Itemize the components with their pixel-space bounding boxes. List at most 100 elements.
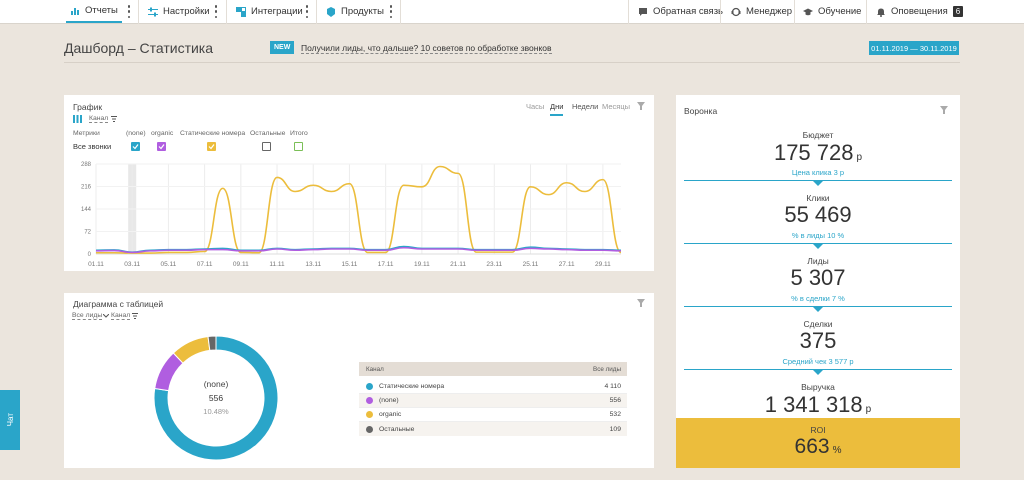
donut-chart — [153, 335, 279, 461]
settings-sliders-icon — [148, 7, 158, 16]
x-tick-label: 01.11 — [88, 261, 104, 268]
nav-reports-label: Отчеты — [85, 5, 118, 16]
filter-icon[interactable] — [637, 299, 645, 307]
deals-value: 375 — [799, 328, 837, 353]
settings-more-icon[interactable] — [214, 5, 218, 18]
x-tick-label: 11.11 — [269, 261, 285, 268]
leads-filter[interactable]: Все лиды — [72, 312, 103, 320]
chevron-down-icon[interactable] — [103, 314, 109, 318]
revenue-value: 1 341 318 р — [676, 392, 960, 418]
nav-divider — [316, 0, 317, 24]
legend-dot — [366, 411, 373, 418]
period-weeks[interactable]: Недели — [572, 102, 599, 111]
series-line — [96, 165, 622, 254]
filter-icon[interactable] — [637, 102, 645, 110]
x-tick-label: 15.11 — [342, 261, 358, 268]
nav-settings[interactable]: Настройки — [148, 0, 210, 23]
checkbox-organic[interactable] — [157, 142, 166, 151]
checkbox-total[interactable] — [294, 142, 303, 151]
nav-feedback[interactable]: Обратная связь — [638, 0, 723, 23]
table-row[interactable]: Статические номера 4 110 — [359, 380, 627, 394]
reports-more-icon[interactable] — [127, 5, 131, 18]
x-tick-label: 19.11 — [414, 261, 430, 268]
feedback-chat-icon — [639, 7, 647, 16]
nav-reports[interactable]: Отчеты — [66, 0, 122, 23]
clicks-conversion: % в лиды 10 % — [791, 231, 845, 240]
funnel-card: Воронка Бюджет 175 728 р Цена клика 3 р К… — [676, 95, 960, 468]
nav-feedback-label: Обратная связь — [653, 6, 723, 17]
graph-title: График — [73, 102, 103, 112]
deals-label: Сделки — [803, 319, 833, 329]
donut-slice[interactable] — [207, 335, 217, 351]
funnel-arrow-icon — [813, 307, 823, 312]
x-tick-label: 03.11 — [124, 261, 140, 268]
reports-icon — [71, 7, 79, 15]
donut-slice[interactable] — [153, 335, 279, 461]
x-tick-label: 13.11 — [305, 261, 321, 268]
roi-amount: 663 — [794, 435, 830, 458]
funnel-arrow-icon — [813, 370, 823, 375]
x-tick-label: 29.11 — [595, 261, 611, 268]
leads-label: Лиды — [807, 256, 829, 266]
donut-slice[interactable] — [172, 335, 211, 364]
period-days[interactable]: Дни — [550, 102, 564, 116]
roi-label: ROI — [810, 425, 826, 435]
news-link[interactable]: Получили лиды, что дальше? 10 советов по… — [301, 43, 552, 54]
row-channel: Статические номера — [379, 383, 445, 390]
period-hours[interactable]: Часы — [526, 102, 545, 111]
date-range-picker[interactable]: 01.11.2019 — 30.11.2019 — [869, 41, 959, 55]
funnel-arrow-icon — [813, 181, 823, 186]
row-value: 556 — [609, 397, 621, 404]
chat-tab[interactable]: Чат — [0, 390, 20, 450]
table-row[interactable]: (none) 556 — [359, 394, 627, 408]
series-label-organic: organic — [151, 130, 174, 137]
row-value: 109 — [609, 425, 621, 433]
filter-icon[interactable] — [940, 106, 948, 114]
y-tick-label: 0 — [88, 252, 92, 258]
nav-learning-label: Обучение — [818, 6, 862, 17]
table-header-channel: Канал — [366, 366, 384, 373]
nav-products[interactable]: Продукты — [326, 0, 384, 23]
period-months[interactable]: Месяцы — [602, 102, 631, 111]
nav-learning[interactable]: Обучение — [803, 0, 861, 23]
checkbox-static[interactable] — [207, 142, 216, 151]
graph-group-by[interactable]: Канал — [89, 115, 109, 123]
series-label-total: Итого — [290, 130, 308, 137]
series-label-other: Остальные — [250, 130, 286, 137]
checkbox-none[interactable] — [131, 142, 140, 151]
nav-integrations-label: Интеграции — [251, 6, 303, 17]
row-channel: (none) — [379, 397, 399, 404]
check-icon — [132, 144, 139, 150]
sort-icon[interactable] — [132, 313, 138, 319]
x-tick-label: 05.11 — [161, 261, 177, 268]
funnel-divider — [684, 243, 952, 244]
checkbox-other[interactable] — [262, 142, 271, 151]
columns-icon[interactable] — [73, 115, 82, 123]
y-tick-label: 288 — [81, 162, 92, 168]
row-value: 4 110 — [604, 383, 621, 390]
table-row[interactable]: organic 532 — [359, 408, 627, 422]
products-more-icon[interactable] — [389, 5, 393, 18]
sort-icon[interactable] — [111, 116, 117, 122]
nav-manager-label: Менеджер — [746, 6, 793, 17]
integrations-more-icon[interactable] — [305, 5, 309, 18]
donut-table-card: Диаграмма с таблицей Все лиды Канал (non… — [64, 293, 654, 468]
check-icon — [158, 144, 165, 150]
metrics-label: Метрики — [73, 130, 100, 137]
row-value: 532 — [609, 411, 621, 418]
all-calls-label: Все звонки — [73, 142, 112, 151]
nav-integrations[interactable]: Интеграции — [236, 0, 303, 23]
table-row[interactable]: Остальные 109 — [359, 422, 627, 436]
budget-amount: 175 728 — [773, 140, 854, 165]
x-tick-label: 25.11 — [523, 261, 539, 268]
series-line — [95, 246, 622, 254]
nav-alerts[interactable]: Оповещения 6 — [876, 0, 964, 23]
series-label-static: Статические номера — [180, 130, 246, 137]
donut-group-by[interactable]: Канал — [111, 312, 131, 320]
y-tick-label: 144 — [81, 207, 92, 213]
roi-unit: % — [832, 445, 842, 456]
funnel-divider — [684, 306, 952, 307]
check-icon — [208, 144, 215, 150]
nav-manager[interactable]: Менеджер — [731, 0, 792, 23]
roi-value: 663% — [676, 435, 960, 459]
